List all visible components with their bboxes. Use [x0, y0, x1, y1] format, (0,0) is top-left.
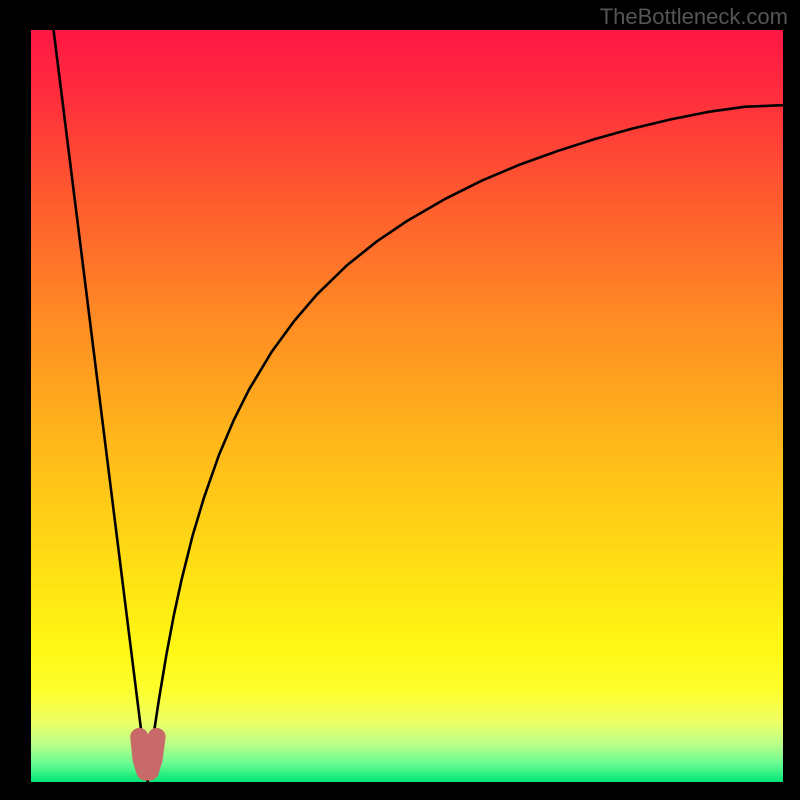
optimum-marker: [139, 737, 156, 772]
bottleneck-plot: [31, 30, 783, 782]
plot-background: [31, 30, 783, 782]
watermark-text: TheBottleneck.com: [600, 4, 788, 30]
chart-root: TheBottleneck.com: [0, 0, 800, 800]
